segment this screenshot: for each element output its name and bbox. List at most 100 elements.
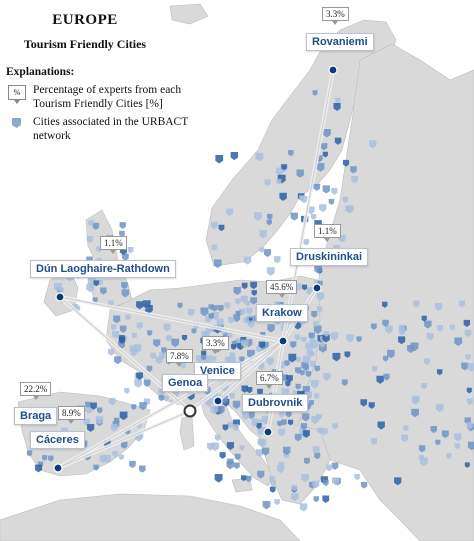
- urbact-city-marker: [125, 314, 131, 321]
- urbact-city-marker: [282, 446, 291, 455]
- urbact-city-marker: [398, 324, 405, 332]
- urbact-city-marker: [290, 341, 297, 349]
- urbact-city-marker: [454, 443, 460, 450]
- urbact-city-marker: [435, 439, 441, 446]
- urbact-city-marker: [217, 305, 224, 312]
- urbact-city-marker: [291, 492, 299, 502]
- urbact-city-marker: [411, 408, 420, 418]
- urbact-city-marker: [341, 379, 348, 386]
- urbact-city-marker: [216, 318, 224, 327]
- urbact-city-marker: [86, 235, 94, 244]
- urbact-city-marker: [163, 323, 171, 332]
- urbact-city-marker: [288, 419, 294, 426]
- urbact-city-marker: [26, 450, 33, 457]
- urbact-city-marker: [127, 246, 134, 254]
- urbact-city-marker: [346, 334, 354, 343]
- urbact-city-marker: [200, 307, 209, 317]
- urbact-city-marker: [247, 411, 255, 420]
- legend: Explanations: % Percentage of experts fr…: [6, 66, 206, 147]
- urbact-city-marker: [464, 462, 470, 468]
- urbact-city-marker: [208, 313, 215, 320]
- urbact-city-marker: [239, 445, 245, 451]
- urbact-city-marker: [259, 247, 265, 253]
- urbact-city-marker: [312, 90, 318, 96]
- urbact-city-marker: [112, 450, 119, 458]
- urbact-city-marker: [436, 369, 443, 376]
- urbact-city-marker: [300, 423, 308, 430]
- urbact-city-marker: [211, 442, 220, 452]
- urbact-city-marker: [245, 475, 252, 483]
- urbact-city-marker: [262, 500, 271, 510]
- urbact-city-marker: [279, 192, 287, 201]
- urbact-city-marker: [356, 336, 362, 343]
- urbact-city-marker: [294, 433, 302, 442]
- urbact-city-marker: [319, 341, 325, 348]
- urbact-city-marker: [210, 356, 217, 362]
- link-dubrovnik: [267, 340, 284, 433]
- urbact-city-marker: [316, 306, 323, 313]
- urbact-city-marker: [227, 458, 234, 466]
- urbact-city-marker: [308, 400, 314, 406]
- urbact-city-marker: [246, 307, 253, 315]
- urbact-city-marker: [236, 338, 242, 345]
- urbact-city-marker: [332, 423, 338, 430]
- link-rovaniemi: [282, 69, 334, 342]
- label-krakow: Krakow: [256, 304, 308, 322]
- urbact-city-marker: [234, 453, 241, 461]
- urbact-city-marker: [191, 328, 197, 334]
- urbact-city-marker: [233, 462, 240, 470]
- urbact-city-marker: [302, 413, 310, 422]
- urbact-city-marker: [267, 324, 275, 333]
- urbact-city-marker: [305, 371, 312, 378]
- iceland: [169, 3, 209, 25]
- urbact-city-marker: [371, 366, 378, 372]
- urbact-city-marker: [312, 446, 320, 454]
- urbact-city-marker: [277, 420, 283, 427]
- urbact-city-marker: [247, 320, 255, 329]
- urbact-city-marker: [110, 324, 117, 331]
- urbact-city-marker: [288, 353, 297, 363]
- urbact-city-marker: [119, 325, 127, 333]
- urbact-city-marker: [276, 178, 282, 185]
- urbact-city-marker: [201, 354, 207, 361]
- urbact-city-marker: [233, 314, 241, 323]
- urbact-city-marker: [461, 362, 469, 371]
- urbact-city-marker: [333, 103, 341, 111]
- urbact-city-marker: [368, 140, 377, 149]
- urbact-city-marker: [250, 297, 258, 305]
- urbact-city-marker: [241, 385, 249, 393]
- urbact-city-marker: [294, 334, 301, 341]
- urbact-city-marker: [85, 406, 93, 414]
- urbact-city-marker: [264, 249, 272, 257]
- urbact-city-marker: [342, 159, 350, 167]
- urbact-city-marker: [34, 464, 43, 473]
- urbact-city-marker: [119, 411, 128, 421]
- urbact-city-marker: [165, 335, 172, 342]
- urbact-city-marker: [136, 372, 143, 380]
- urbact-city-marker: [92, 222, 100, 230]
- urbact-city-marker: [290, 212, 298, 221]
- urbact-city-marker: [305, 342, 314, 351]
- link-dun: [59, 296, 284, 342]
- urbact-city-marker: [322, 185, 330, 194]
- urbact-city-marker: [211, 244, 218, 251]
- urbact-city-marker: [331, 462, 339, 470]
- urbact-city-marker: [421, 382, 428, 390]
- urbact-city-marker: [108, 348, 115, 356]
- urbact-city-marker: [113, 315, 121, 324]
- urbact-city-marker: [295, 383, 301, 390]
- pct-genoa: 7.8%: [166, 349, 193, 367]
- urbact-city-marker: [93, 280, 99, 287]
- urbact-city-marker: [274, 499, 280, 506]
- label-druskininkai: Druskininkai: [290, 248, 369, 266]
- pct-caceres: 8.9%: [58, 406, 85, 424]
- urbact-city-marker: [257, 426, 266, 436]
- urbact-city-marker: [131, 404, 137, 411]
- urbact-city-marker: [215, 155, 224, 164]
- urbact-city-marker: [382, 319, 389, 327]
- legend-percentage-desc: Percentage of experts from each Tourism …: [33, 84, 182, 110]
- urbact-city-marker: [376, 375, 384, 384]
- urbact-city-marker: [320, 428, 328, 436]
- urbact-city-marker: [383, 355, 389, 362]
- italy: [199, 397, 275, 487]
